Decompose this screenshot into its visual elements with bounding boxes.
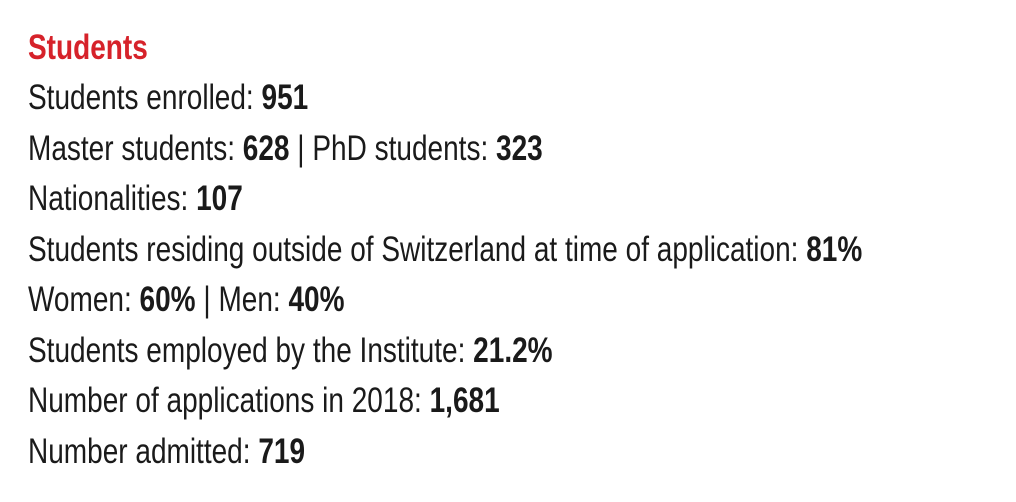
fact-label: Men: [218,280,281,319]
fact-line: Master students: 628 | PhD students: 323 [28,124,543,174]
fact-line: Number admitted: 719 [28,427,305,477]
fact-label: Nationalities: [28,179,189,218]
fact-value: 1,681 [429,381,500,420]
fact-value: 323 [496,128,543,168]
fact-label: Master students: [28,128,235,168]
fact-label: Women: [28,280,132,319]
fact-label: Students employed by the Institute: [28,330,466,370]
fact-label: Students residing outside of Switzerland… [28,229,799,269]
fact-label: Number of applications in 2018: [28,381,422,420]
separator: | [297,128,305,168]
fact-line: Students employed by the Institute: 21.2… [28,326,553,376]
section-title: Students [28,28,148,67]
fact-line: Women: 60% | Men: 40% [28,275,345,325]
fact-label: Number admitted: [28,431,251,471]
fact-line: Students residing outside of Switzerland… [28,225,862,275]
fact-label: PhD students: [312,128,489,168]
fact-value: 719 [258,431,306,471]
fact-value: 628 [242,128,290,168]
fact-value: 40% [288,280,345,319]
fact-value: 60% [139,280,196,319]
fact-value: 107 [196,179,243,218]
fact-line: Nationalities: 107 [28,174,243,224]
fact-value: 81% [806,229,863,269]
fact-value: 951 [261,78,309,117]
fact-line: Students enrolled: 951 [28,73,308,123]
separator: | [203,280,211,319]
fact-line: Number of applications in 2018: 1,681 [28,376,500,426]
fact-value: 21.2% [473,330,553,370]
fact-label: Students enrolled: [28,78,254,117]
